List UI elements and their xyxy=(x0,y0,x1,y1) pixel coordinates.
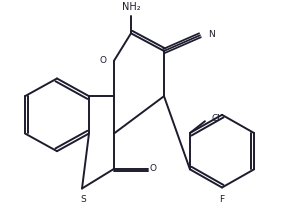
Text: S: S xyxy=(80,195,86,204)
Text: O: O xyxy=(150,164,157,173)
Text: NH₂: NH₂ xyxy=(122,2,140,12)
Text: N: N xyxy=(208,30,215,39)
Text: O: O xyxy=(99,56,106,65)
Text: F: F xyxy=(220,195,224,204)
Text: Cl: Cl xyxy=(212,114,221,123)
